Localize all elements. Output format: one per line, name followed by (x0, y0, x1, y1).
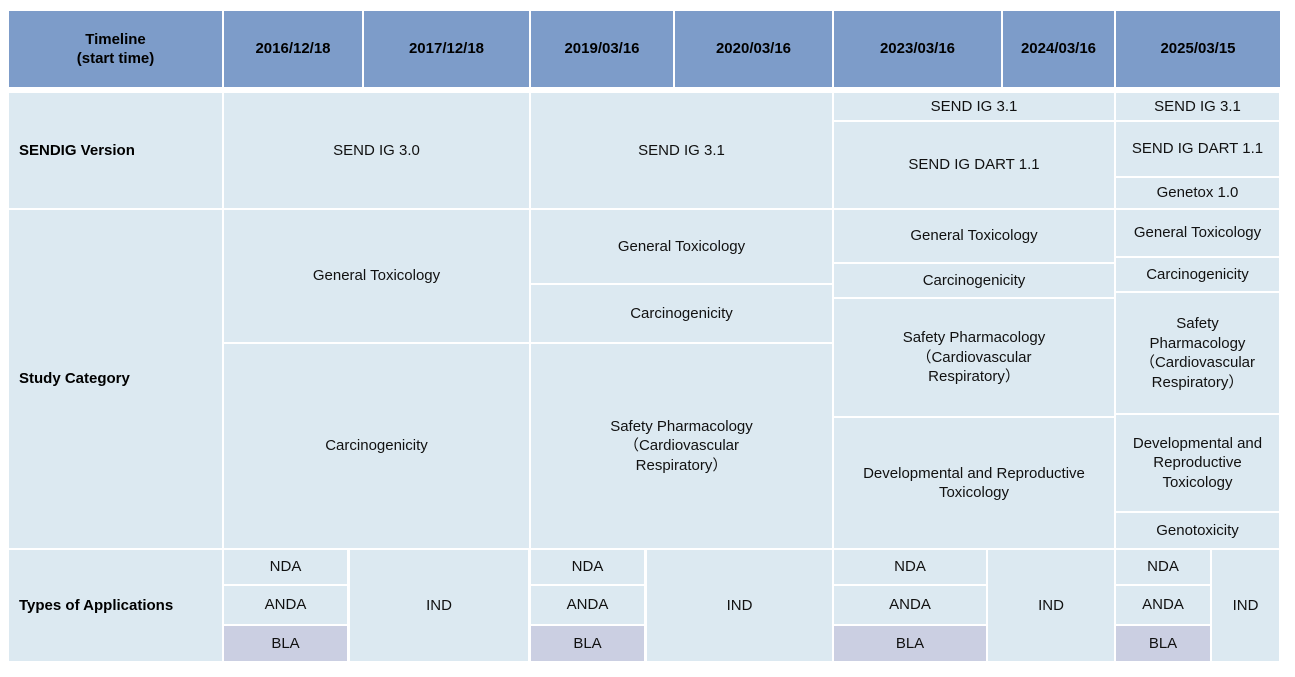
study-category-cell: Safety Pharmacology （Cardiovascular Resp… (531, 344, 832, 548)
study-category-cell: Genotoxicity (1116, 513, 1279, 548)
study-category-cell: Developmental and Reproductive Toxicolog… (834, 418, 1114, 548)
header-date-2017-12-18: 2017/12/18 (364, 11, 529, 87)
sendig-version-cell: SEND IG 3.1 (1116, 93, 1279, 120)
application-type-ind-cell: IND (1212, 550, 1279, 661)
study-category-cell: Carcinogenicity (224, 344, 529, 548)
study-category-cell: Safety Pharmacology （Cardiovascular Resp… (834, 299, 1114, 416)
application-type-ind-cell: IND (988, 550, 1114, 661)
application-type-bla-cell: BLA (1116, 626, 1210, 661)
application-type-nda-cell: NDA (224, 550, 347, 584)
sendig-version-cell: SEND IG 3.1 (834, 93, 1114, 120)
application-type-ind-cell: IND (350, 550, 528, 661)
row-label-types-of-applications: Types of Applications (9, 550, 222, 661)
study-category-cell: Developmental and Reproductive Toxicolog… (1116, 415, 1279, 511)
header-date-2016-12-18: 2016/12/18 (224, 11, 362, 87)
header-date-2019-03-16: 2019/03/16 (531, 11, 673, 87)
header-date-2020-03-16: 2020/03/16 (675, 11, 832, 87)
sendig-version-cell: SEND IG 3.1 (531, 93, 832, 208)
application-type-bla-cell: BLA (834, 626, 986, 661)
study-category-cell: Carcinogenicity (1116, 258, 1279, 291)
application-type-bla-cell: BLA (531, 626, 644, 661)
application-type-anda-cell: ANDA (224, 586, 347, 624)
header-date-2023-03-16: 2023/03/16 (834, 11, 1001, 87)
study-category-cell: Carcinogenicity (531, 285, 832, 342)
application-type-anda-cell: ANDA (1116, 586, 1210, 624)
application-type-nda-cell: NDA (1116, 550, 1210, 584)
study-category-cell: Safety Pharmacology （Cardiovascular Resp… (1116, 293, 1279, 413)
study-category-cell: General Toxicology (224, 210, 529, 342)
study-category-cell: General Toxicology (1116, 210, 1279, 256)
sendig-version-cell: SEND IG DART 1.1 (834, 122, 1114, 208)
row-label-study-category: Study Category (9, 210, 222, 548)
study-category-cell: General Toxicology (531, 210, 832, 283)
application-type-nda-cell: NDA (834, 550, 986, 584)
study-category-cell: General Toxicology (834, 210, 1114, 262)
sendig-version-cell: SEND IG 3.0 (224, 93, 529, 208)
header-date-2025-03-15: 2025/03/15 (1116, 11, 1280, 87)
application-type-anda-cell: ANDA (834, 586, 986, 624)
study-category-cell: Carcinogenicity (834, 264, 1114, 297)
row-label-sendig-version: SENDIG Version (9, 93, 222, 208)
application-type-nda-cell: NDA (531, 550, 644, 584)
header-date-2024-03-16: 2024/03/16 (1003, 11, 1114, 87)
application-type-ind-cell: IND (647, 550, 832, 661)
sendig-version-cell: SEND IG DART 1.1 (1116, 122, 1279, 176)
application-type-bla-cell: BLA (224, 626, 347, 661)
sendig-version-cell: Genetox 1.0 (1116, 178, 1279, 208)
timeline-header-label: Timeline (start time) (9, 11, 222, 87)
application-type-anda-cell: ANDA (531, 586, 644, 624)
